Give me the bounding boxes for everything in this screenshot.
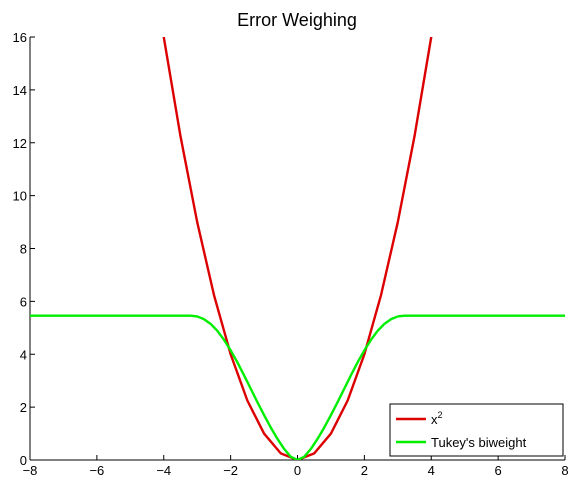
legend-label-1: x2 bbox=[431, 410, 443, 427]
y-tick-label: 2 bbox=[20, 400, 27, 415]
series-line-2 bbox=[30, 314, 565, 460]
chart-title: Error Weighing bbox=[237, 10, 357, 30]
x-tick-label: 8 bbox=[561, 463, 568, 478]
plot-area bbox=[30, 37, 565, 460]
x-tick-label: −6 bbox=[89, 463, 104, 478]
y-tick-label: 8 bbox=[20, 242, 27, 257]
legend: x2 Tukey's biweight bbox=[389, 403, 564, 457]
x-tick-label: −8 bbox=[23, 463, 38, 478]
y-tick-label: 4 bbox=[20, 347, 27, 362]
axes: −8 −6 −4 −2 0 2 4 6 8 0 2 4 6 8 10 12 14 16 bbox=[13, 30, 568, 478]
x-tick-label: 2 bbox=[361, 463, 368, 478]
series-layer bbox=[30, 37, 565, 460]
series-line-1 bbox=[162, 37, 433, 460]
y-tick-label: 14 bbox=[13, 83, 27, 98]
y-tick-label: 16 bbox=[13, 30, 27, 45]
y-tick-label: 6 bbox=[20, 294, 27, 309]
x-tick-label: 6 bbox=[495, 463, 502, 478]
x-tick-label: −2 bbox=[223, 463, 238, 478]
legend-label-2: Tukey's biweight bbox=[431, 435, 527, 450]
x-tick-label: 0 bbox=[294, 463, 301, 478]
legend-box bbox=[389, 403, 564, 457]
plot-background bbox=[30, 37, 565, 460]
x-tick-label: 4 bbox=[428, 463, 435, 478]
y-tick-label: 0 bbox=[20, 453, 27, 468]
y-tick-label: 12 bbox=[13, 136, 27, 151]
y-tick-label: 10 bbox=[13, 189, 27, 204]
x-tick-label: −4 bbox=[156, 463, 171, 478]
